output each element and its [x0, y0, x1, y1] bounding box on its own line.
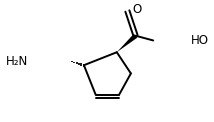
Text: H₂N: H₂N: [6, 55, 28, 68]
Polygon shape: [117, 34, 137, 52]
Text: O: O: [132, 3, 142, 16]
Text: HO: HO: [191, 34, 209, 47]
